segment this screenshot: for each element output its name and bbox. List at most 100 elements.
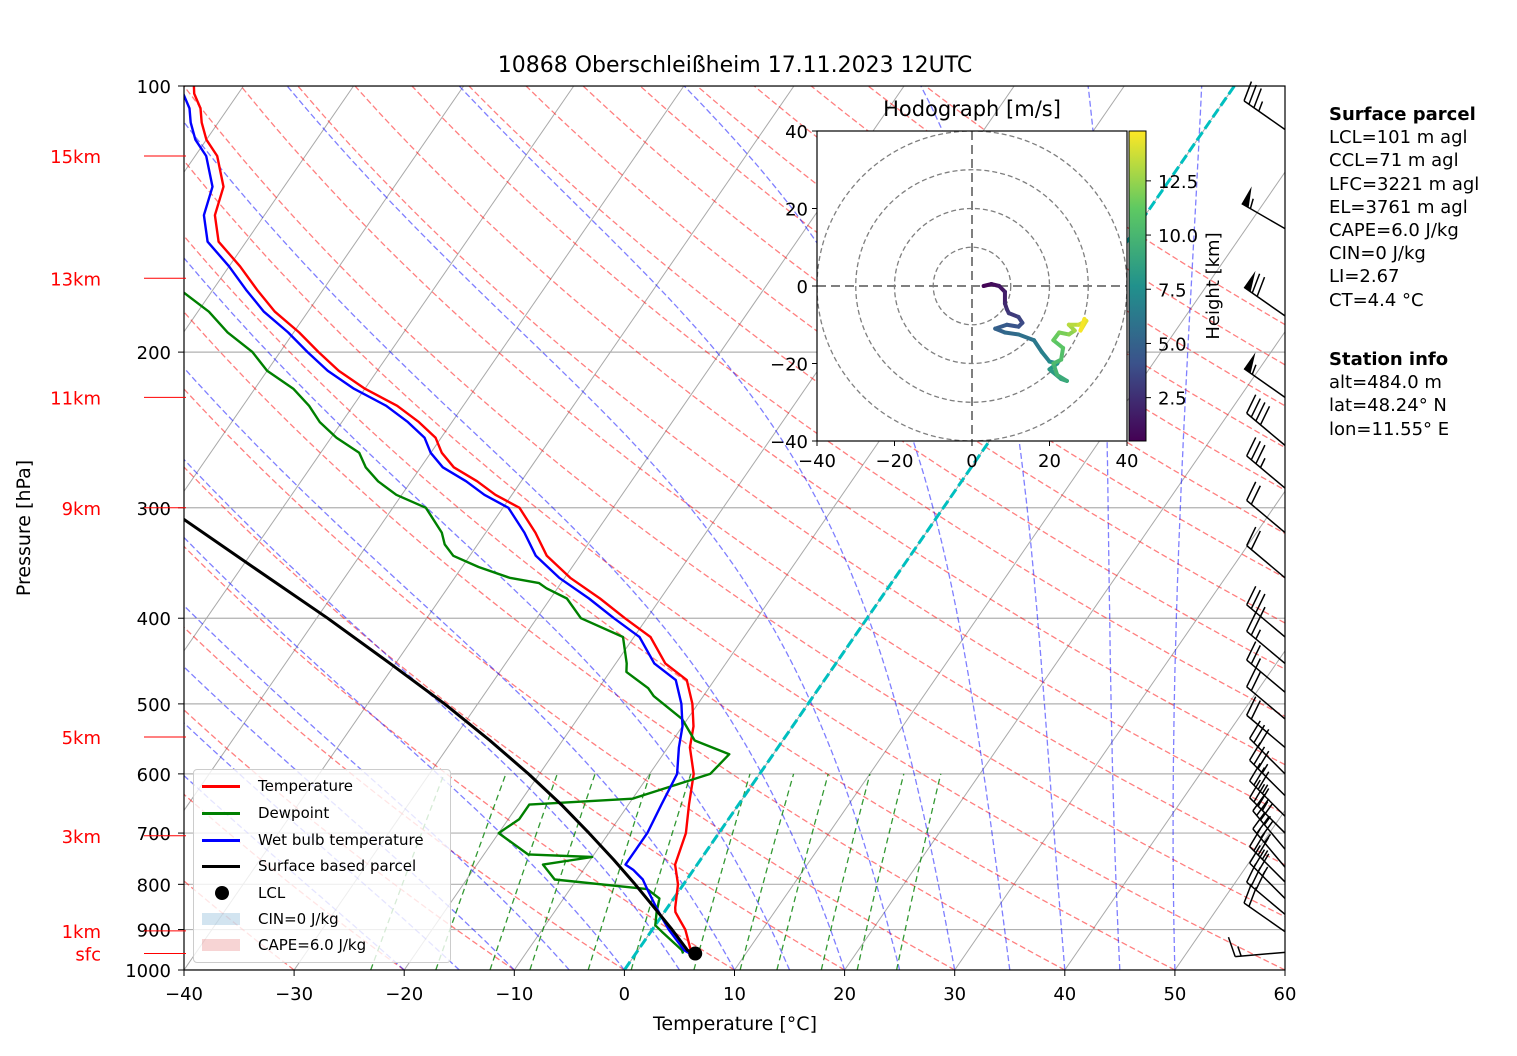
info-line: LCL=101 m agl (1329, 127, 1468, 149)
barb-staff (1246, 630, 1286, 665)
hodograph-segment (1032, 338, 1044, 354)
hodograph-segment (1039, 349, 1052, 364)
barb-full (1255, 593, 1266, 613)
barb-full (1248, 84, 1258, 105)
barb-staff (1246, 604, 1286, 638)
x-tick-label: 60 (1274, 984, 1297, 1005)
barb-full (1255, 402, 1266, 422)
barb-staff (1252, 828, 1286, 868)
barb-full (1250, 485, 1261, 505)
x-tick-label: 0 (619, 984, 630, 1005)
y-tick-label: 300 (137, 499, 171, 520)
barb-full (1250, 440, 1261, 461)
wind-barb (1246, 585, 1286, 638)
info-line: CAPE=6.0 J/kg (1329, 220, 1459, 242)
info-line: EL=3761 m agl (1329, 196, 1468, 218)
lcl-marker (688, 946, 703, 961)
barb-full (1246, 585, 1257, 606)
barb-half (1249, 198, 1254, 209)
hodograph-y-tick-label: 0 (797, 277, 808, 298)
station-info-heading: Station info (1329, 349, 1449, 370)
barb-full (1257, 771, 1270, 790)
info-line: LFC=3221 m agl (1329, 173, 1480, 195)
dewpoint-line (184, 291, 731, 954)
barb-staff (1246, 881, 1286, 915)
y-axis-label: Pressure [hPa] (13, 460, 35, 596)
info-line: lon=11.55° E (1329, 418, 1450, 440)
colorbar-tick-label: 5.0 (1158, 334, 1187, 355)
barb-full (1246, 437, 1257, 457)
wind-barb (1246, 667, 1286, 720)
barb-full (1250, 671, 1261, 691)
colorbar (1128, 130, 1147, 442)
moist-adiabat-line (184, 536, 625, 970)
chart-title: 10868 Oberschleißheim 17.11.2023 12UTC (498, 53, 973, 78)
hodograph-x-tick-label: 20 (1038, 451, 1061, 472)
barb-full (1250, 616, 1261, 636)
barb-full (1246, 641, 1257, 661)
hodograph-x-tick-label: −40 (798, 451, 836, 472)
colorbar-label: Height [km] (1203, 232, 1224, 339)
barb-full (1249, 779, 1261, 799)
barb-full (1246, 667, 1257, 688)
barb-half (1261, 866, 1269, 877)
height-label: 11km (50, 388, 101, 409)
barb-full (1256, 798, 1270, 816)
height-label: 9km (62, 499, 101, 520)
dry-adiabat-line (354, 86, 1285, 766)
hodograph-segment (1051, 361, 1060, 378)
barb-full (1257, 853, 1270, 872)
barb-full (1257, 750, 1270, 770)
moist-adiabat-line (1087, 86, 1121, 970)
barb-half (1263, 833, 1272, 844)
wind-barb (1243, 270, 1286, 317)
y-tick-label: 100 (137, 77, 171, 98)
barb-full (1250, 530, 1261, 550)
dry-adiabat-line (184, 311, 1066, 970)
legend-label: Wet bulb temperature (258, 831, 424, 849)
barb-half (1258, 101, 1264, 112)
height-label: sfc (75, 945, 101, 966)
surface-parcel-info: Surface parcel LCL=101 m agl CCL=71 m ag… (1329, 103, 1479, 312)
x-tick-label: 30 (943, 984, 966, 1005)
colorbar-tick-label: 2.5 (1158, 389, 1187, 410)
barb-staff (1246, 412, 1286, 446)
barb-full (1249, 845, 1261, 864)
x-tick-label: 50 (1163, 984, 1186, 1005)
legend-label: Temperature (258, 777, 354, 795)
dry-adiabat-line (184, 159, 1285, 970)
barb-full (1248, 886, 1258, 907)
moist-adiabat-line (683, 86, 1011, 970)
isotherm-line (184, 86, 685, 812)
wind-barb (1249, 779, 1286, 834)
height-label: 15km (50, 147, 101, 168)
barb-pennant (1244, 352, 1256, 374)
isotherm-line (184, 86, 465, 493)
wind-barb (1246, 526, 1286, 579)
barb-full (1249, 720, 1261, 739)
barb-half (1255, 658, 1262, 669)
dry-adiabat-line (184, 235, 1176, 970)
mixing-ratio-line (587, 773, 651, 970)
mixing-ratio-line (630, 773, 692, 970)
isotherm-line (184, 86, 575, 652)
x-tick-label: −40 (165, 984, 203, 1005)
hodograph-x-tick-label: −20 (876, 451, 914, 472)
barb-full (1246, 481, 1257, 501)
moist-adiabat-line (184, 367, 736, 970)
legend-item-cape: CAPE=6.0 J/kg (202, 934, 366, 956)
dry-adiabat-line (240, 86, 1285, 866)
wind-barb (1227, 936, 1286, 958)
y-tick-label: 400 (137, 609, 171, 630)
mixing-ratio-line (776, 773, 829, 970)
mixing-ratio-line (529, 773, 596, 970)
barb-pennant (1241, 186, 1252, 208)
barb-staff (1246, 455, 1286, 489)
barb-full (1253, 767, 1266, 786)
isotherm-line (844, 330, 1285, 970)
x-tick-label: 10 (723, 984, 746, 1005)
barb-staff (1243, 902, 1286, 933)
info-line: CT=4.4 °C (1329, 289, 1424, 311)
info-line: lat=48.24° N (1329, 395, 1447, 417)
